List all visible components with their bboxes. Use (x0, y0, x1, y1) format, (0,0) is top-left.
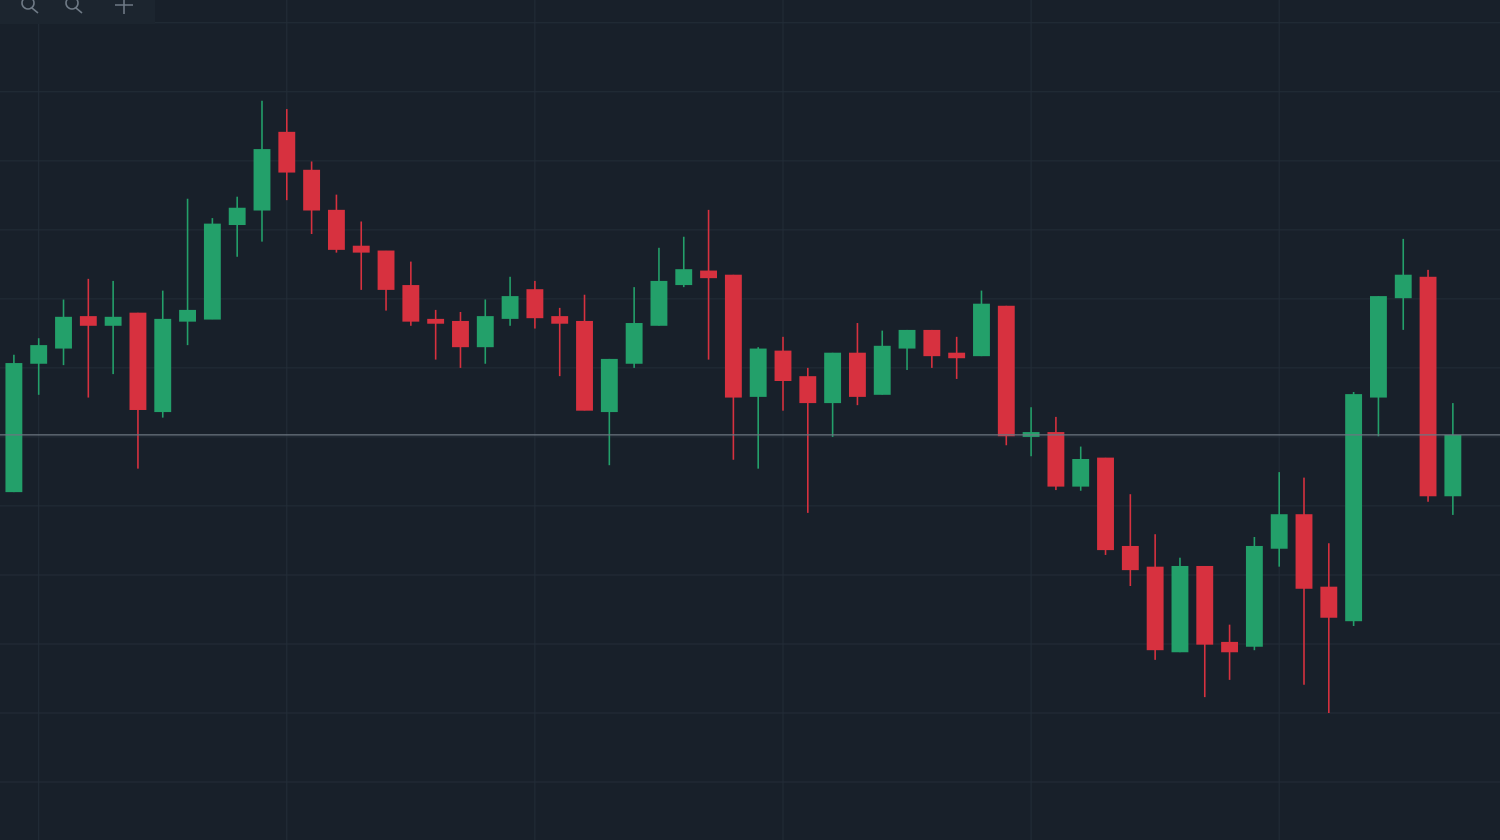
candle-body (526, 289, 544, 319)
candle-body (228, 207, 246, 226)
candle-body (873, 345, 891, 395)
candle-body (1394, 274, 1412, 299)
candle-body (1072, 458, 1090, 487)
candle-body (1121, 545, 1139, 571)
candle-body (154, 318, 172, 413)
zoom-icon-handle (75, 7, 83, 14)
candle-body (1295, 514, 1313, 589)
candle-body (327, 209, 345, 250)
zoom-icon (65, 0, 79, 10)
candle-body (501, 296, 519, 319)
candle-body (824, 352, 842, 404)
toolbar (0, 0, 155, 24)
candle-body (600, 358, 618, 413)
candle-body (402, 285, 420, 322)
candle-body (253, 149, 271, 211)
candle-body (452, 320, 469, 348)
candle-body (997, 305, 1015, 437)
candle-body (1196, 565, 1214, 645)
candle-body (973, 303, 990, 357)
candle-body (1369, 296, 1387, 398)
candle-body (799, 376, 817, 404)
candle-body (1320, 586, 1338, 618)
zoom-out-button[interactable] (21, 0, 39, 14)
candle-body (700, 270, 718, 279)
candle-body (1221, 641, 1239, 653)
candle-body (848, 352, 866, 397)
zoom-icon (21, 0, 35, 10)
candle-body (5, 363, 23, 493)
candle-body (1345, 394, 1363, 622)
candle-body (30, 345, 48, 364)
candle-body (551, 316, 569, 324)
candle-body (129, 312, 147, 410)
pan-button[interactable] (115, 0, 133, 14)
candle-body (650, 280, 668, 326)
candle-body (1047, 432, 1065, 487)
candle-body (303, 169, 321, 211)
candle-body (923, 329, 941, 357)
candle-body (352, 245, 370, 253)
candle-body (576, 320, 593, 411)
candle-body (179, 309, 196, 322)
candle-body (749, 348, 767, 397)
candle-body (1419, 276, 1437, 497)
candle-body (898, 329, 916, 349)
candle-body (476, 316, 494, 348)
candle-body (774, 350, 792, 382)
candle-body (1270, 514, 1288, 549)
zoom-in-button[interactable] (65, 0, 83, 14)
candle-body (1171, 565, 1189, 653)
candle-body (79, 316, 97, 326)
candle-body (1245, 545, 1263, 647)
candle-body (377, 250, 395, 290)
candle-body (948, 352, 966, 359)
candle-body (675, 269, 693, 286)
candle-body (104, 316, 122, 326)
candle-body (427, 318, 445, 324)
candle-body (724, 274, 742, 398)
candle-body (1146, 566, 1164, 651)
candle-body (1444, 434, 1462, 497)
zoom-icon-handle (31, 7, 39, 14)
candle-body (203, 223, 221, 320)
candle-body (55, 316, 72, 349)
candle-body (1097, 457, 1114, 551)
candle-body (625, 323, 643, 364)
candles (5, 100, 1462, 713)
candle-body (278, 131, 296, 173)
